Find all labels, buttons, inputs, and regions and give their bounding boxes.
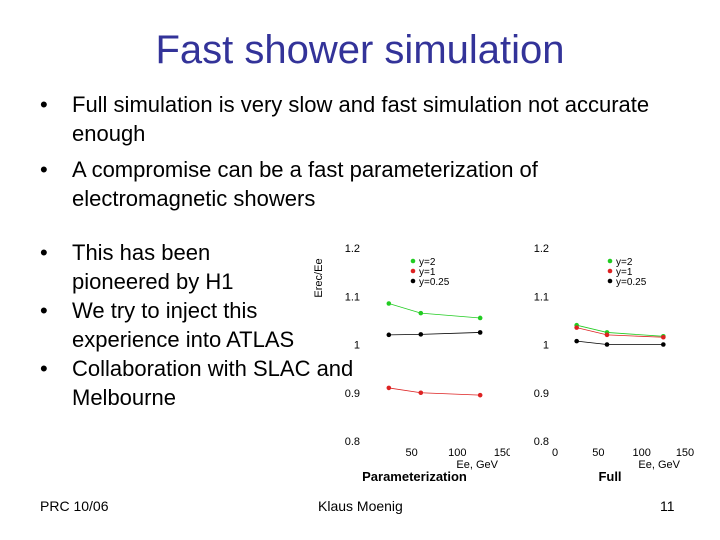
x-tick-label: 50: [592, 447, 604, 459]
legend-label: y=1: [419, 267, 436, 278]
y-axis-label: Erec/Ee: [313, 258, 325, 297]
bullet-list-top: • Full simulation is very slow and fast …: [40, 90, 690, 220]
bullet-list-side: • This has been pioneered by H1 • We try…: [40, 238, 353, 412]
legend-label: y=1: [616, 267, 633, 278]
bullet-text: We try to inject this experience into AT…: [72, 298, 295, 352]
slide-title: Fast shower simulation: [155, 28, 565, 72]
y-tick-label: 1.2: [345, 243, 360, 255]
bullet-item: • A compromise can be a fast parameteriz…: [40, 155, 690, 213]
legend-marker: [607, 278, 613, 284]
bullet-item: • Collaboration with SLAC and Melbourne: [40, 354, 353, 412]
y-tick-label: 1.1: [345, 291, 360, 303]
data-point: [477, 315, 483, 321]
bullet-text: Full simulation is very slow and fast si…: [72, 92, 650, 146]
bullet-symbol: •: [40, 157, 48, 182]
x-tick-label: 100: [632, 447, 650, 459]
data-point: [574, 325, 579, 330]
x-tick-label: 0: [552, 447, 558, 459]
data-point: [418, 310, 424, 316]
data-point: [604, 342, 610, 347]
legend-label: y=0.25: [616, 277, 647, 288]
y-tick-label: 1: [543, 340, 549, 352]
data-point: [661, 334, 666, 340]
series-line: [388, 332, 481, 336]
x-axis-label: Ee, GeV: [638, 459, 680, 471]
bullet-symbol: •: [40, 240, 48, 265]
chart-caption: Parameterization: [362, 469, 467, 484]
data-point: [418, 390, 424, 396]
bullet-text: Collaboration with SLAC and Melbourne: [72, 356, 354, 410]
bullet-item: • Full simulation is very slow and fast …: [40, 90, 690, 148]
legend-marker: [410, 268, 416, 274]
bullet-symbol: •: [40, 298, 48, 323]
y-tick-label: 0.8: [534, 436, 549, 448]
series-line: [576, 340, 664, 345]
chart-caption: Full: [598, 469, 621, 484]
legend-label: y=2: [616, 257, 633, 268]
data-point: [604, 332, 610, 338]
bullet-symbol: •: [40, 356, 48, 381]
x-tick-label: 50: [406, 447, 418, 459]
y-tick-label: 1.1: [534, 291, 549, 303]
data-point: [386, 385, 392, 391]
footer-center: Klaus Moenig: [318, 498, 403, 514]
data-point: [661, 342, 666, 347]
legend-label: y=0.25: [419, 277, 450, 288]
x-tick-label: 150: [676, 447, 694, 459]
data-point: [386, 301, 392, 306]
footer-left: PRC 10/06: [40, 498, 109, 514]
bullet-item: • We try to inject this experience into …: [40, 296, 340, 354]
data-point: [477, 330, 483, 335]
y-tick-label: 0.9: [534, 388, 549, 400]
legend-marker: [410, 258, 416, 264]
data-point: [418, 332, 424, 337]
footer-right: 11: [660, 498, 675, 514]
series-line: [576, 327, 664, 338]
data-point: [574, 338, 579, 344]
legend-label: y=2: [419, 257, 436, 268]
data-point: [477, 392, 483, 398]
x-axis-label: Ee, GeV: [456, 459, 498, 471]
x-tick-label: 100: [448, 447, 466, 459]
series-line: [388, 387, 481, 396]
y-tick-label: 1: [354, 340, 360, 352]
legend-marker: [607, 268, 613, 274]
x-tick-label: 150: [494, 447, 510, 459]
bullet-item: • This has been pioneered by H1: [40, 238, 340, 296]
y-tick-label: 0.9: [345, 388, 360, 400]
y-tick-label: 1.2: [534, 243, 549, 255]
bullet-text: A compromise can be a fast parameterizat…: [72, 157, 538, 211]
data-point: [386, 332, 392, 338]
series-line: [388, 303, 481, 319]
legend-marker: [410, 278, 416, 284]
bullet-symbol: •: [40, 92, 48, 117]
legend-marker: [607, 258, 613, 264]
bullet-text: This has been pioneered by H1: [72, 240, 234, 294]
y-tick-label: 0.8: [345, 436, 360, 448]
